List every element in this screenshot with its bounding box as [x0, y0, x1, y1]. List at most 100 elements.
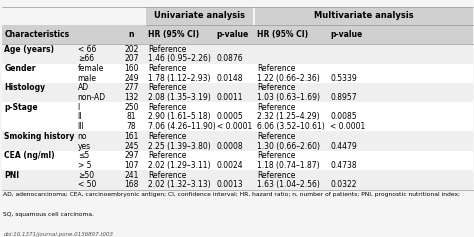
Text: 0.4738: 0.4738	[330, 161, 357, 170]
Text: 2.08 (1.35–3.19): 2.08 (1.35–3.19)	[148, 93, 210, 102]
Text: 1.63 (1.04–2.56): 1.63 (1.04–2.56)	[257, 180, 320, 189]
Text: SQ, squamous cell carcinoma.: SQ, squamous cell carcinoma.	[3, 212, 94, 217]
Text: AD, adenocarcinoma; CEA, carcinoembryonic antigen; CI, confidence interval; HR, : AD, adenocarcinoma; CEA, carcinoembryoni…	[3, 192, 460, 197]
Text: PNI: PNI	[4, 171, 19, 180]
Text: 1.30 (0.66–2.60): 1.30 (0.66–2.60)	[257, 141, 320, 150]
Text: non-AD: non-AD	[78, 93, 106, 102]
Text: 0.0024: 0.0024	[217, 161, 243, 170]
Text: 78: 78	[127, 122, 137, 131]
Text: 207: 207	[124, 54, 139, 63]
Text: Univariate analysis: Univariate analysis	[154, 12, 245, 20]
FancyBboxPatch shape	[2, 102, 473, 112]
Text: AD: AD	[78, 83, 89, 92]
Text: no: no	[78, 132, 87, 141]
Text: Reference: Reference	[148, 83, 186, 92]
Text: < 66: < 66	[78, 45, 96, 54]
Text: III: III	[78, 122, 84, 131]
Text: 1.78 (1.12–2.93): 1.78 (1.12–2.93)	[148, 74, 210, 83]
Text: 0.0008: 0.0008	[217, 141, 243, 150]
Text: HR (95% CI): HR (95% CI)	[148, 30, 199, 39]
Text: Reference: Reference	[148, 171, 186, 180]
Text: 245: 245	[124, 141, 139, 150]
FancyBboxPatch shape	[2, 180, 473, 190]
Text: < 0.0001: < 0.0001	[330, 122, 365, 131]
Text: Reference: Reference	[257, 83, 295, 92]
Text: 1.22 (0.66–2.36): 1.22 (0.66–2.36)	[257, 74, 319, 83]
Text: 107: 107	[124, 161, 139, 170]
Text: Reference: Reference	[257, 151, 295, 160]
Text: Reference: Reference	[148, 103, 186, 112]
Text: Reference: Reference	[148, 151, 186, 160]
Text: 0.0322: 0.0322	[330, 180, 357, 189]
Text: 0.0876: 0.0876	[217, 54, 243, 63]
Text: p-value: p-value	[217, 30, 249, 39]
FancyBboxPatch shape	[2, 141, 473, 151]
Text: ≥50: ≥50	[78, 171, 94, 180]
Text: Age (years): Age (years)	[4, 45, 54, 54]
Text: 249: 249	[124, 74, 139, 83]
Text: male: male	[78, 74, 97, 83]
Text: HR (95% CI): HR (95% CI)	[257, 30, 308, 39]
Text: 0.0085: 0.0085	[330, 113, 357, 121]
FancyBboxPatch shape	[2, 122, 473, 132]
Text: 2.02 (1.29–3.11): 2.02 (1.29–3.11)	[148, 161, 210, 170]
Text: 2.32 (1.25–4.29): 2.32 (1.25–4.29)	[257, 113, 319, 121]
FancyBboxPatch shape	[2, 112, 473, 122]
Text: Reference: Reference	[148, 64, 186, 73]
FancyBboxPatch shape	[2, 64, 473, 73]
Text: 132: 132	[124, 93, 139, 102]
Text: Reference: Reference	[148, 45, 186, 54]
Text: 0.4479: 0.4479	[330, 141, 357, 150]
Text: Characteristics: Characteristics	[4, 30, 69, 39]
Text: 161: 161	[124, 132, 139, 141]
Text: 1.03 (0.63–1.69): 1.03 (0.63–1.69)	[257, 93, 320, 102]
Text: Histology: Histology	[4, 83, 46, 92]
FancyBboxPatch shape	[2, 160, 473, 170]
Text: doi:10.1371/journal.pone.0136897.t003: doi:10.1371/journal.pone.0136897.t003	[3, 232, 113, 237]
Text: Gender: Gender	[4, 64, 36, 73]
FancyBboxPatch shape	[2, 151, 473, 160]
Text: 202: 202	[124, 45, 139, 54]
Text: Reference: Reference	[257, 64, 295, 73]
Text: 1.18 (0.74–1.87): 1.18 (0.74–1.87)	[257, 161, 319, 170]
Text: > 5: > 5	[78, 161, 91, 170]
FancyBboxPatch shape	[2, 54, 473, 64]
Text: 160: 160	[124, 64, 139, 73]
FancyBboxPatch shape	[2, 83, 473, 93]
Text: ≤5: ≤5	[78, 151, 89, 160]
Text: yes: yes	[78, 141, 91, 150]
Text: Reference: Reference	[257, 132, 295, 141]
Text: Smoking history: Smoking history	[4, 132, 74, 141]
Text: 0.0013: 0.0013	[217, 180, 243, 189]
Text: 2.02 (1.32–3.13): 2.02 (1.32–3.13)	[148, 180, 210, 189]
Text: 297: 297	[124, 151, 139, 160]
Text: 168: 168	[124, 180, 139, 189]
Text: 0.8957: 0.8957	[330, 93, 357, 102]
Text: ≥66: ≥66	[78, 54, 94, 63]
Text: 1.46 (0.95–2.26): 1.46 (0.95–2.26)	[148, 54, 211, 63]
FancyBboxPatch shape	[2, 132, 473, 141]
Text: I: I	[78, 103, 80, 112]
Text: II: II	[78, 113, 82, 121]
Text: Multivariate analysis: Multivariate analysis	[314, 12, 414, 20]
Text: CEA (ng/ml): CEA (ng/ml)	[4, 151, 55, 160]
Text: 0.0011: 0.0011	[217, 93, 243, 102]
Text: 0.0148: 0.0148	[217, 74, 243, 83]
FancyBboxPatch shape	[2, 73, 473, 83]
FancyBboxPatch shape	[2, 170, 473, 180]
Text: female: female	[78, 64, 104, 73]
FancyBboxPatch shape	[146, 7, 253, 25]
Text: n: n	[129, 30, 134, 39]
Text: < 50: < 50	[78, 180, 96, 189]
FancyBboxPatch shape	[255, 7, 473, 25]
Text: Reference: Reference	[257, 171, 295, 180]
Text: 241: 241	[124, 171, 139, 180]
Text: 7.06 (4.26–11.90): 7.06 (4.26–11.90)	[148, 122, 216, 131]
Text: < 0.0001: < 0.0001	[217, 122, 252, 131]
Text: 0.0005: 0.0005	[217, 113, 243, 121]
Text: 277: 277	[124, 83, 139, 92]
Text: Reference: Reference	[257, 103, 295, 112]
FancyBboxPatch shape	[2, 44, 473, 54]
Text: 250: 250	[124, 103, 139, 112]
Text: Reference: Reference	[148, 132, 186, 141]
